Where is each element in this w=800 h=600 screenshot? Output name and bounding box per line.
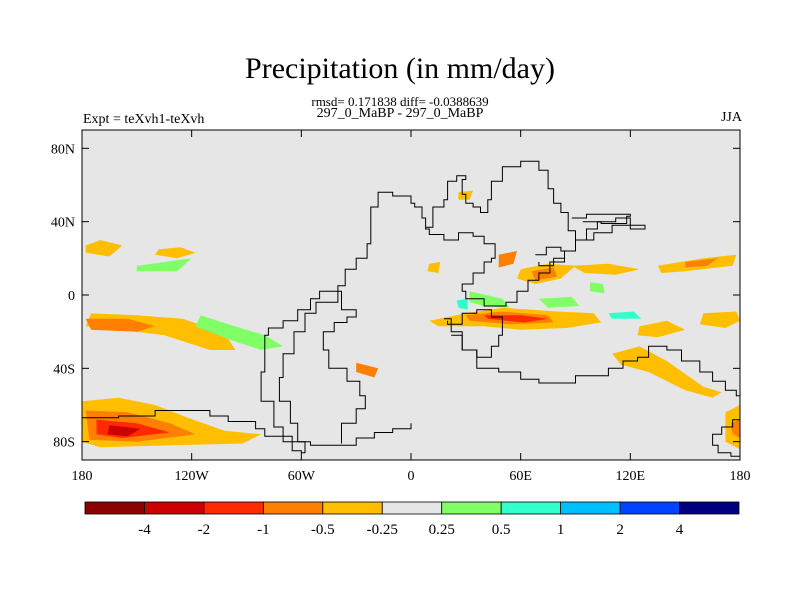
colorbar-swatch bbox=[441, 501, 502, 515]
x-tick-label: 180 bbox=[72, 469, 93, 484]
contour-region-africa-wet bbox=[469, 291, 510, 308]
y-tick-label: 0 bbox=[68, 289, 75, 304]
contour-region-arabian-cyan bbox=[456, 298, 468, 310]
coastline-7 bbox=[535, 246, 565, 267]
colorbar-swatch bbox=[144, 501, 205, 515]
contour-region-indian-ocean-dry-core bbox=[465, 311, 554, 325]
contour-region-west-pacific-north-dry-core bbox=[685, 258, 719, 268]
contour-region-bay-bengal-dry bbox=[571, 263, 640, 275]
contour-region-africa-sahel-dry bbox=[427, 262, 441, 273]
x-tick-label: 180 bbox=[730, 469, 751, 484]
colorbar-label: 2 bbox=[616, 522, 624, 538]
contour-region-antarctic-east-dry bbox=[725, 405, 740, 449]
coastline-3 bbox=[425, 160, 646, 307]
colorbar-swatch bbox=[619, 501, 680, 515]
contour-region-arabia-dry bbox=[498, 251, 517, 268]
contour-region-east-australia-dry bbox=[699, 311, 740, 328]
season-label: JJA bbox=[720, 110, 742, 125]
contour-region-west-pacific-wet bbox=[136, 258, 192, 272]
stats-subtitle: rmsd= 0.171838 diff= -0.0388639 bbox=[311, 94, 489, 109]
colorbar-swatch bbox=[262, 501, 324, 515]
contour-region-tropical-pacific-west bbox=[85, 313, 236, 350]
colorbar-label: 0.25 bbox=[429, 522, 455, 538]
contour-region-west-pacific-north-dry bbox=[657, 254, 737, 273]
colorbar-label: -0.5 bbox=[311, 522, 335, 538]
colorbar-label: 0.5 bbox=[492, 522, 511, 538]
contour-region-south-indian-dry bbox=[637, 320, 686, 338]
colorbar-swatch bbox=[381, 501, 443, 515]
contour-region-indian-ocean-dry-strong bbox=[484, 315, 549, 323]
experiment-label: Expt = teXvh1-teXvh bbox=[83, 112, 205, 127]
coastline-4 bbox=[443, 309, 503, 358]
plot-background bbox=[82, 130, 740, 460]
contour-region-indian-wet bbox=[590, 282, 605, 294]
colorbar-label: -1 bbox=[257, 522, 270, 538]
contour-region-south-pacific-polar-mid bbox=[85, 410, 196, 442]
colorbar-label: 1 bbox=[557, 522, 565, 538]
coastline-5 bbox=[451, 334, 740, 405]
x-tick-label: 0 bbox=[408, 469, 415, 484]
y-tick-label: 80N bbox=[51, 142, 75, 157]
contour-region-south-pacific-polar-core bbox=[107, 425, 141, 437]
colorbar-label: -2 bbox=[198, 522, 211, 538]
coastline-6 bbox=[712, 416, 740, 457]
contour-region-mediterranean-dry bbox=[458, 190, 474, 200]
y-tick-label: 40N bbox=[51, 216, 75, 231]
colorbar-label: -4 bbox=[138, 522, 151, 538]
colorbar-swatch bbox=[322, 501, 383, 515]
coastline-8 bbox=[571, 213, 631, 224]
x-tick-label: 60W bbox=[288, 469, 316, 484]
coastline-2 bbox=[260, 191, 427, 454]
contour-region-south-pacific-polar-strong bbox=[96, 419, 170, 438]
colorbar-swatch bbox=[679, 501, 740, 515]
y-tick-label: 80S bbox=[53, 436, 75, 451]
colorbar-label: 4 bbox=[676, 522, 684, 538]
colorbar-swatch bbox=[560, 501, 621, 515]
contour-region-arabian-sea-dry bbox=[517, 263, 576, 284]
x-tick-label: 120W bbox=[175, 469, 210, 484]
runs-subtitle: 297_0_MaBP - 297_0_MaBP bbox=[316, 106, 484, 121]
contour-region-indonesia-wet bbox=[608, 311, 642, 319]
contour-region-south-atlantic-dry bbox=[356, 362, 379, 378]
y-tick-label: 40S bbox=[53, 362, 75, 377]
plot-frame bbox=[81, 129, 741, 461]
contour-region-tropical-pacific-west-core bbox=[85, 318, 156, 332]
colorbar-swatch bbox=[500, 501, 562, 515]
chart-title: Precipitation (in mm/day) bbox=[245, 52, 555, 85]
colorbar-swatch bbox=[203, 501, 264, 515]
coastline-1 bbox=[82, 410, 412, 446]
colorbar-label: -0.25 bbox=[367, 522, 398, 538]
contour-region-arabian-wet bbox=[538, 296, 580, 308]
contour-region-central-pacific-north bbox=[155, 247, 196, 259]
contour-region-antarctic-east-dry-core bbox=[730, 419, 740, 438]
x-tick-label: 60E bbox=[509, 469, 532, 484]
x-tick-label: 120E bbox=[616, 469, 646, 484]
contour-region-arabian-sea-dry-core bbox=[531, 267, 558, 281]
contour-region-indian-ocean-dry bbox=[429, 307, 602, 330]
colorbar-swatch bbox=[84, 501, 145, 515]
contour-region-australia-dry bbox=[612, 346, 722, 398]
contour-region-south-pacific-polar bbox=[82, 397, 262, 448]
contour-region-pacific-wet-band bbox=[195, 315, 284, 350]
contour-region-east-pacific-north bbox=[85, 240, 123, 257]
